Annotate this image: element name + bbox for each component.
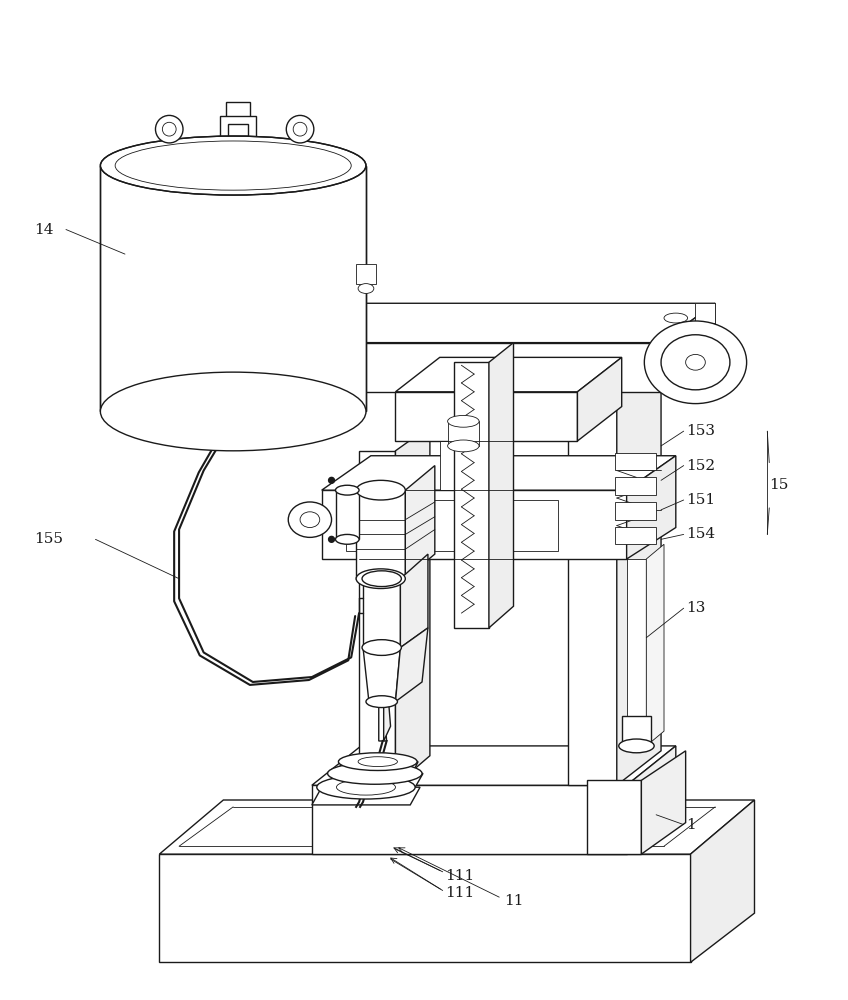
- Text: 14: 14: [35, 223, 54, 237]
- Polygon shape: [690, 800, 755, 962]
- Polygon shape: [337, 762, 418, 773]
- Polygon shape: [440, 441, 469, 490]
- Polygon shape: [312, 343, 661, 392]
- Polygon shape: [661, 303, 715, 392]
- Polygon shape: [615, 502, 656, 520]
- Ellipse shape: [328, 477, 334, 483]
- Ellipse shape: [366, 696, 398, 708]
- Ellipse shape: [362, 640, 401, 655]
- Ellipse shape: [100, 136, 366, 195]
- Text: 15: 15: [769, 478, 789, 492]
- Polygon shape: [220, 116, 256, 144]
- Ellipse shape: [100, 372, 366, 451]
- Ellipse shape: [327, 763, 422, 784]
- Polygon shape: [159, 800, 755, 854]
- Ellipse shape: [619, 739, 654, 753]
- Polygon shape: [469, 426, 494, 490]
- Polygon shape: [405, 466, 435, 579]
- Polygon shape: [337, 490, 359, 539]
- Text: 154: 154: [686, 527, 715, 541]
- Ellipse shape: [362, 571, 401, 587]
- Polygon shape: [695, 303, 715, 323]
- Ellipse shape: [336, 534, 359, 544]
- Polygon shape: [615, 477, 656, 495]
- Text: 11: 11: [504, 894, 523, 908]
- Ellipse shape: [293, 122, 307, 136]
- Polygon shape: [577, 357, 622, 441]
- Ellipse shape: [300, 512, 320, 528]
- Polygon shape: [321, 490, 627, 559]
- Ellipse shape: [358, 757, 398, 767]
- Ellipse shape: [661, 335, 730, 390]
- Polygon shape: [214, 392, 253, 416]
- Ellipse shape: [288, 502, 332, 537]
- Ellipse shape: [644, 321, 746, 404]
- Polygon shape: [588, 780, 641, 854]
- Polygon shape: [616, 357, 661, 785]
- Ellipse shape: [356, 480, 405, 500]
- Polygon shape: [395, 392, 577, 441]
- Ellipse shape: [338, 753, 417, 770]
- Polygon shape: [395, 628, 428, 702]
- Ellipse shape: [664, 313, 688, 323]
- Ellipse shape: [155, 115, 183, 143]
- Text: 153: 153: [686, 424, 715, 438]
- Polygon shape: [395, 426, 430, 785]
- Polygon shape: [379, 702, 387, 741]
- Ellipse shape: [317, 775, 416, 799]
- Ellipse shape: [356, 569, 405, 589]
- Polygon shape: [346, 500, 558, 551]
- Polygon shape: [448, 421, 479, 446]
- Text: 111: 111: [444, 869, 474, 883]
- Polygon shape: [641, 751, 686, 854]
- Ellipse shape: [448, 440, 479, 452]
- Polygon shape: [326, 773, 423, 787]
- Polygon shape: [359, 451, 395, 785]
- Text: 13: 13: [686, 601, 705, 615]
- Polygon shape: [622, 716, 651, 746]
- Polygon shape: [363, 579, 400, 648]
- Ellipse shape: [448, 415, 479, 427]
- Polygon shape: [228, 124, 248, 136]
- Polygon shape: [567, 392, 616, 785]
- Polygon shape: [627, 746, 676, 854]
- Polygon shape: [356, 490, 405, 579]
- Polygon shape: [312, 787, 420, 805]
- Polygon shape: [646, 544, 664, 746]
- Polygon shape: [615, 453, 656, 470]
- Ellipse shape: [115, 141, 351, 190]
- Polygon shape: [395, 357, 622, 392]
- Ellipse shape: [162, 122, 176, 136]
- Ellipse shape: [686, 354, 706, 370]
- Polygon shape: [293, 129, 308, 161]
- Polygon shape: [226, 102, 250, 161]
- Text: 155: 155: [35, 532, 64, 546]
- Polygon shape: [312, 303, 715, 343]
- Polygon shape: [363, 648, 400, 702]
- Polygon shape: [161, 129, 177, 161]
- Polygon shape: [567, 357, 661, 392]
- Polygon shape: [100, 166, 366, 411]
- Text: 1: 1: [686, 818, 695, 832]
- Text: 152: 152: [686, 459, 715, 473]
- Polygon shape: [159, 854, 690, 962]
- Polygon shape: [615, 527, 656, 544]
- Text: 151: 151: [686, 493, 715, 507]
- Polygon shape: [312, 785, 627, 854]
- Polygon shape: [312, 746, 676, 785]
- Polygon shape: [627, 559, 646, 746]
- Ellipse shape: [336, 485, 359, 495]
- Polygon shape: [356, 264, 376, 284]
- Ellipse shape: [358, 284, 374, 293]
- Polygon shape: [455, 362, 489, 628]
- Ellipse shape: [287, 115, 314, 143]
- Text: 111: 111: [444, 886, 474, 900]
- Polygon shape: [321, 456, 676, 490]
- Polygon shape: [400, 554, 428, 648]
- Polygon shape: [489, 343, 514, 628]
- Ellipse shape: [328, 536, 334, 542]
- Polygon shape: [627, 456, 676, 559]
- Polygon shape: [383, 702, 391, 741]
- Ellipse shape: [337, 779, 395, 795]
